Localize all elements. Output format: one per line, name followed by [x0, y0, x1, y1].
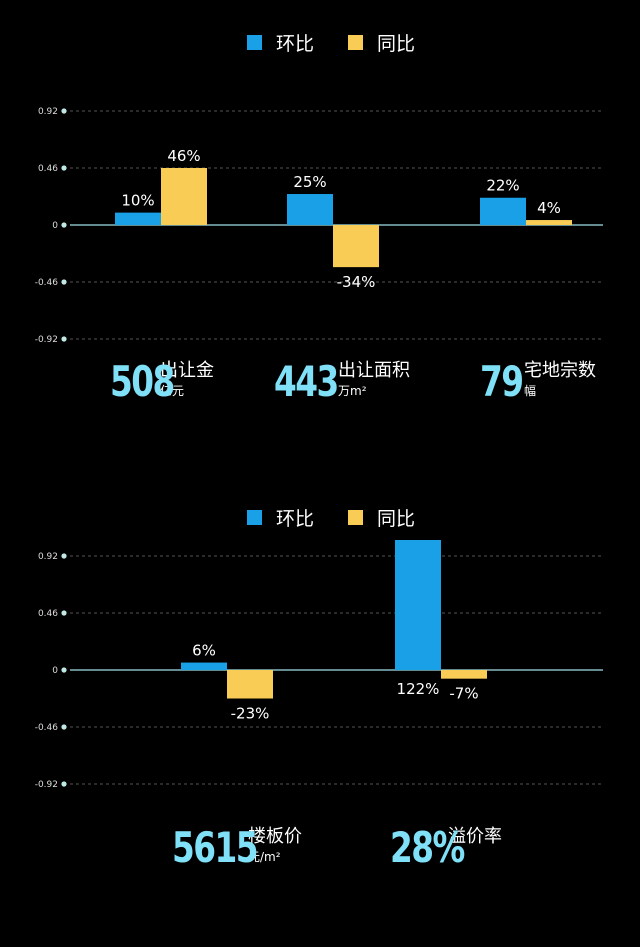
- tick-dot: [61, 165, 67, 171]
- bar-tb-0: [227, 670, 273, 699]
- legend-top: 环比 同比: [0, 27, 640, 57]
- stat-unit: 幅: [524, 384, 537, 398]
- tick-dot: [61, 108, 67, 114]
- y-tick-label: 0.92: [38, 552, 58, 562]
- data-label: -23%: [231, 705, 270, 723]
- tick-dot: [61, 781, 67, 787]
- stat-label: 溢价率: [448, 826, 502, 847]
- legend-swatch-tb: [348, 509, 363, 525]
- y-tick-label: 0.92: [38, 107, 58, 117]
- y-tick-label: -0.92: [35, 335, 58, 345]
- y-tick-label: 0: [52, 666, 58, 676]
- legend-label-tb: 同比: [377, 507, 416, 530]
- stat-unit: 万m²: [338, 384, 367, 398]
- stat-number: 5615: [172, 823, 259, 872]
- legend-bottom: 环比 同比: [0, 502, 640, 532]
- data-label: 4%: [537, 199, 561, 217]
- legend-label-tb: 同比: [377, 32, 416, 55]
- bar-hb-1: [287, 194, 333, 225]
- stat-unit: 元/m²: [248, 850, 281, 864]
- tick-dot: [61, 222, 67, 228]
- bar-hb-2: [480, 197, 526, 225]
- legend-swatch-tb: [348, 34, 363, 50]
- legend-item-hb: 环比: [247, 502, 314, 532]
- tick-dot: [61, 553, 67, 559]
- data-label: 10%: [121, 192, 154, 210]
- y-tick-label: -0.46: [35, 723, 59, 733]
- tick-dot: [61, 610, 67, 616]
- bar-tb-2: [526, 220, 572, 225]
- tick-dot: [61, 724, 67, 730]
- tick-dot: [61, 279, 67, 285]
- stat-label: 出让金: [160, 360, 214, 381]
- legend-label-hb: 环比: [276, 32, 315, 55]
- stat-premium-rate: 28% 溢价率: [390, 826, 502, 870]
- stat-number: 508: [110, 357, 175, 406]
- data-label: -34%: [337, 273, 376, 291]
- y-tick-label: -0.46: [35, 278, 59, 288]
- legend-item-tb: 同比: [348, 27, 415, 57]
- legend-swatch-hb: [247, 34, 262, 50]
- data-label: 6%: [192, 642, 216, 660]
- data-label: 25%: [293, 173, 326, 191]
- stat-transfer-fee: 508 出让金 亿元: [110, 360, 214, 404]
- stat-number: 79: [480, 357, 524, 406]
- stat-label: 宅地宗数: [524, 360, 596, 381]
- legend-item-hb: 环比: [247, 27, 314, 57]
- y-tick-label: 0.46: [38, 609, 58, 619]
- y-tick-label: 0: [52, 221, 58, 231]
- y-tick-label: -0.92: [35, 780, 58, 790]
- tick-dot: [61, 336, 67, 342]
- bar-tb-1: [333, 225, 379, 268]
- legend-swatch-hb: [247, 509, 262, 525]
- bar-hb-0: [181, 662, 227, 670]
- bar-hb-0: [115, 212, 161, 225]
- bar-tb-0: [161, 168, 207, 225]
- bar-tb-1: [441, 670, 487, 679]
- stat-label: 出让面积: [338, 360, 410, 381]
- data-label: 46%: [167, 147, 200, 165]
- stat-transfer-area: 443 出让面积 万m²: [274, 360, 410, 404]
- chart-land-supply: 0.92 0.46 0 -0.46 -0.92 10% 25% 22% 46% -34% 4%: [35, 107, 603, 345]
- data-label: -7%: [449, 685, 478, 703]
- stat-number: 28%: [390, 823, 465, 872]
- stat-label: 楼板价: [248, 826, 302, 847]
- data-label: 122%: [397, 680, 440, 698]
- stat-residential-plots: 79 宅地宗数 幅: [480, 360, 596, 404]
- legend-label-hb: 环比: [276, 507, 315, 530]
- stat-floor-price: 5615 楼板价 元/m²: [172, 826, 302, 870]
- chart-price-premium: 0.92 0.46 0 -0.46 -0.92 6% 122% -23% -7%: [35, 540, 603, 790]
- y-tick-label: 0.46: [38, 164, 58, 174]
- tick-dot: [61, 667, 67, 673]
- stat-number: 443: [274, 357, 339, 406]
- data-label: 22%: [486, 177, 519, 195]
- bar-hb-1: [395, 540, 441, 670]
- stat-unit: 亿元: [160, 384, 185, 398]
- legend-item-tb: 同比: [348, 502, 415, 532]
